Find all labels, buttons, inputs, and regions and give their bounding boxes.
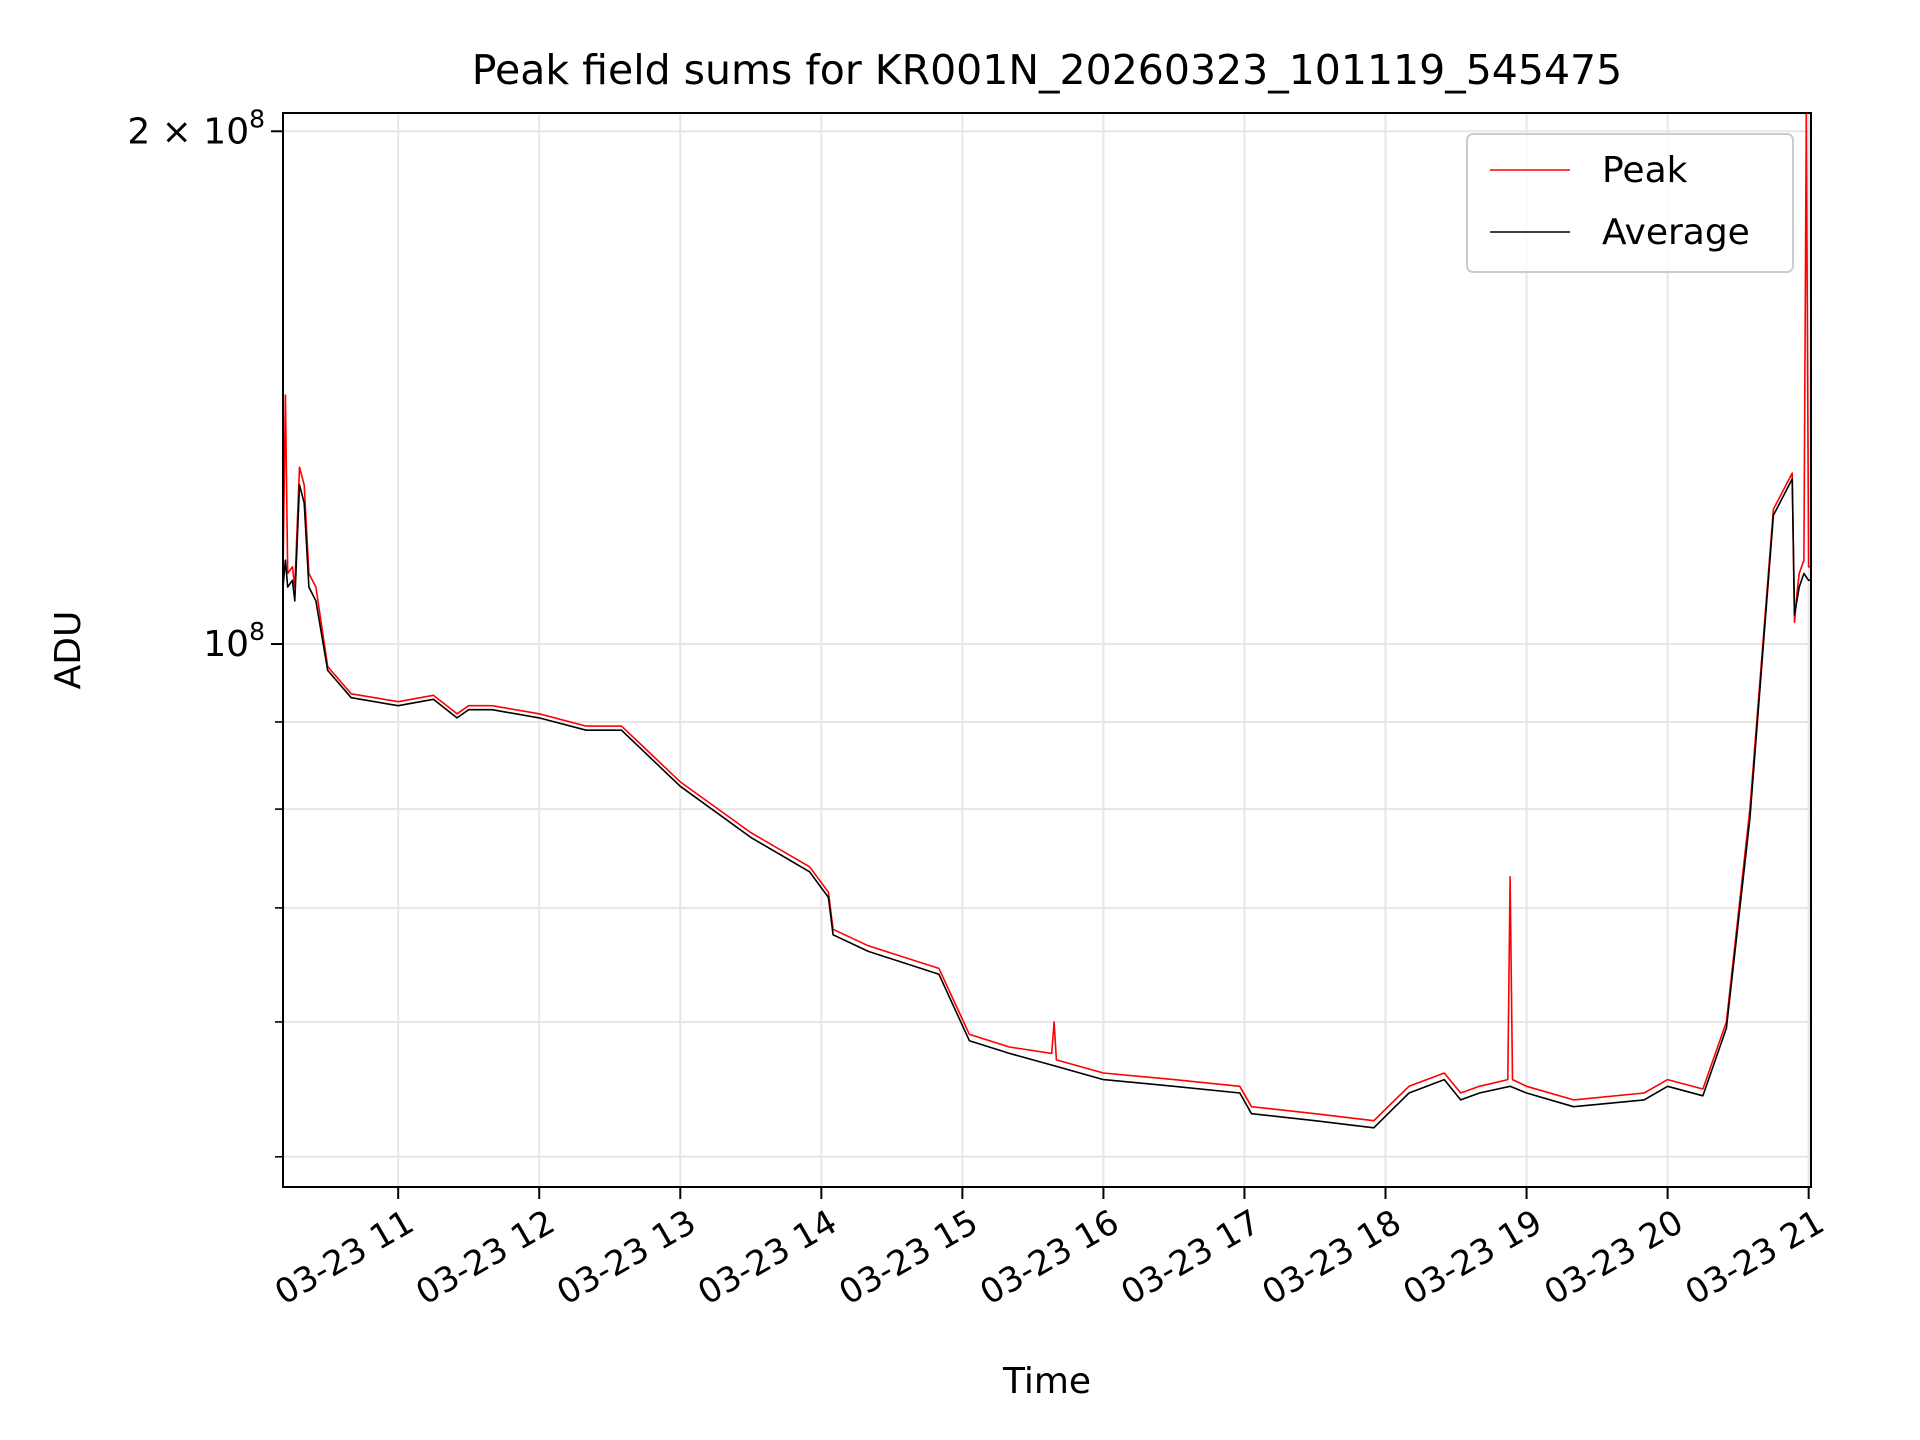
legend-box (1466, 133, 1794, 273)
series-line-average (283, 478, 1811, 1129)
legend-average-label: Average (1602, 212, 1750, 253)
y-axis-label: ADU (48, 611, 89, 690)
plot-series (283, 113, 1811, 1129)
chart-title: Peak field sums for KR001N_20260323_1011… (472, 46, 1622, 94)
plot-frame (282, 112, 1812, 1188)
legend-peak-label: Peak (1602, 150, 1688, 191)
grid (283, 113, 1811, 1187)
x-axis-label: Time (1002, 1361, 1091, 1402)
y-tick-label: 108 (203, 617, 265, 665)
legend: Peak Average (1466, 133, 1794, 273)
y-tick-label: 2 × 108 (127, 104, 265, 152)
y-axis-ticks: 108 2 × 108 (127, 104, 283, 1158)
